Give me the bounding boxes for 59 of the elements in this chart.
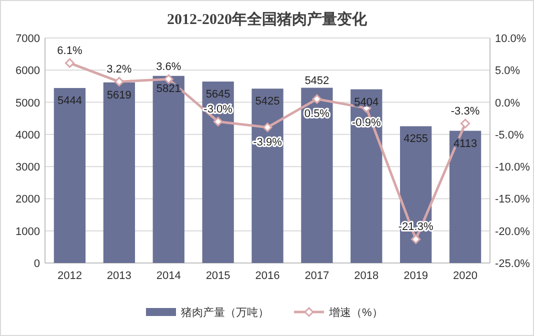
y2-tick-label: -25.0% <box>495 258 530 270</box>
x-tick-label: 2015 <box>206 270 230 282</box>
data-label: -3.9% <box>253 136 282 148</box>
data-label: 4255 <box>404 133 428 146</box>
x-tick-label: 2016 <box>255 270 280 282</box>
point <box>213 116 223 126</box>
bar <box>152 76 184 263</box>
bar <box>54 88 86 263</box>
y-tick-label: 0 <box>34 258 40 270</box>
data-label: 5425 <box>255 96 280 108</box>
bar <box>301 88 333 263</box>
y2-tick-label: 5.0% <box>495 65 520 78</box>
y2-tick-label: 0.0% <box>495 97 520 110</box>
x-tick-label: 2014 <box>156 270 181 282</box>
data-label: 5452 <box>304 74 330 87</box>
data-label: 5404 <box>354 96 379 108</box>
data-label: 5821 <box>156 82 181 95</box>
y2-tick-label: 10.0% <box>495 33 526 45</box>
y2-tick-label: -10.0% <box>495 162 530 174</box>
y2-tick-label: -15.0% <box>495 194 530 206</box>
y2-tick-label: -20.0% <box>495 226 530 238</box>
y-tick-label: 6000 <box>16 65 40 78</box>
chart-title: 2012-2020年全国猪肉产量变化 <box>167 10 368 28</box>
data-label: 5619 <box>106 89 132 102</box>
point <box>64 58 74 68</box>
data-label: 0.5% <box>304 108 330 120</box>
bar <box>449 130 482 263</box>
bar <box>350 89 382 263</box>
y-tick-label: 2000 <box>16 194 40 206</box>
point <box>460 118 470 128</box>
y-tick-label: 3000 <box>16 162 40 174</box>
data-label: -3.0% <box>204 104 233 116</box>
bar <box>252 88 284 263</box>
bar <box>103 82 135 263</box>
point <box>164 74 174 84</box>
x-tick-label: 2020 <box>453 270 478 282</box>
point <box>114 76 124 86</box>
y-tick-label: 5000 <box>16 97 40 110</box>
y-tick-label: 4000 <box>16 129 40 142</box>
legend-label: 猪肉产量（万吨） <box>181 306 269 319</box>
legend-label: 增速（%） <box>328 306 383 319</box>
x-tick-label: 2013 <box>106 270 132 282</box>
x-tick-label: 2017 <box>304 270 330 282</box>
y2-tick-label: -5.0% <box>495 129 524 142</box>
point <box>312 94 322 104</box>
y-tick-label: 7000 <box>16 33 40 45</box>
x-tick-label: 2018 <box>354 270 379 282</box>
y-tick-label: 1000 <box>16 226 40 238</box>
data-label: 5444 <box>57 95 82 108</box>
point <box>411 234 421 244</box>
x-tick-label: 2012 <box>57 270 82 282</box>
data-label: 3.6% <box>156 61 182 74</box>
data-label: 5645 <box>206 88 230 101</box>
data-label: -3.3% <box>450 106 480 118</box>
data-label: 3.2% <box>106 64 132 76</box>
data-label: 6.1% <box>57 45 82 58</box>
bar <box>202 82 234 263</box>
x-tick-label: 2019 <box>404 270 428 282</box>
point <box>262 122 272 132</box>
